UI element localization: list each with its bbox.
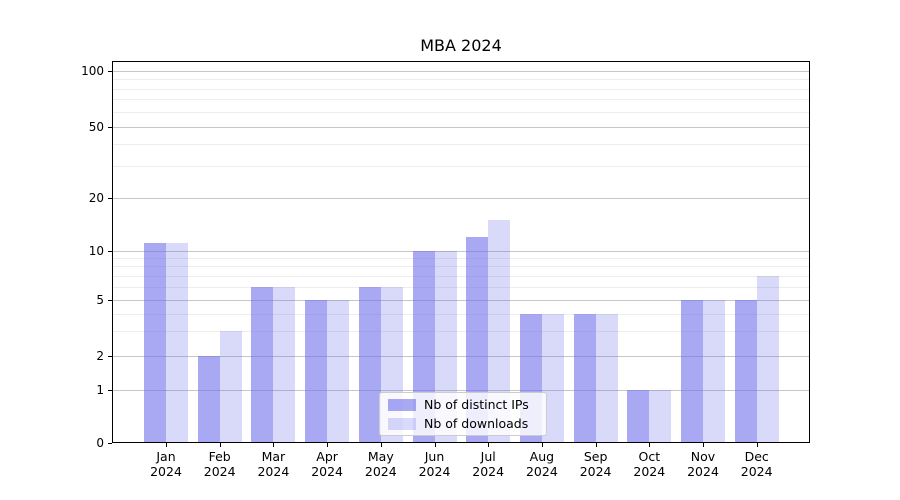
bar-ips-mar [251,286,274,443]
bar-ips-jul [466,236,489,443]
major-gridline-100 [113,70,809,72]
y-tick-50 [108,126,112,128]
bar-ips-sep [573,313,596,443]
legend-swatch-distinct-ips [388,398,416,411]
y-tick-label-2: 2 [96,349,104,363]
x-tick-label-jun: Jun 2024 [418,449,451,479]
x-tick-mar [273,443,275,447]
x-tick-apr [327,443,329,447]
legend: Nb of distinct IPs Nb of downloads [379,392,547,436]
x-tick-label-mar: Mar 2024 [257,449,290,479]
bar-downloads-dec [756,275,779,443]
bar-downloads-oct [649,390,672,443]
major-gridline-20 [113,198,809,199]
minor-gridline-7 [113,275,809,277]
y-tick-10 [108,250,112,252]
major-gridline-2 [113,356,809,357]
bar-downloads-aug [541,313,564,443]
minor-gridline-40 [113,143,809,145]
bar-downloads-sep [595,313,618,443]
minor-gridline-80 [113,88,809,90]
x-tick-label-oct: Oct 2024 [633,449,666,479]
minor-gridline-6 [113,286,809,288]
legend-swatch-downloads [388,417,416,430]
x-tick-label-may: May 2024 [364,449,397,479]
x-tick-feb [219,443,221,447]
minor-gridline-9 [113,258,809,260]
major-gridline-10 [113,250,809,252]
x-tick-oct [649,443,651,447]
y-tick-label-100: 100 [81,63,104,78]
legend-label-distinct-ips: Nb of distinct IPs [424,396,529,412]
y-tick-label-5: 5 [96,293,104,307]
bar-downloads-jan [166,243,188,443]
legend-label-downloads: Nb of downloads [424,415,529,431]
y-tick-label-10: 10 [88,243,104,258]
x-tick-jan [166,443,167,447]
x-tick-label-apr: Apr 2024 [311,449,343,479]
y-tick-5 [108,300,112,301]
y-tick-100 [108,70,112,72]
bar-ips-oct [627,390,650,443]
bar-ips-dec [734,300,757,443]
minor-gridline-4 [113,313,809,315]
x-tick-label-nov: Nov 2024 [687,449,719,479]
minor-gridline-30 [113,166,809,168]
bar-ips-may [358,286,381,443]
bar-downloads-mar [273,286,296,443]
bar-ips-feb [197,356,220,443]
x-tick-jun [434,443,436,447]
x-tick-may [380,443,382,447]
legend-item-downloads: Nb of downloads [388,415,538,431]
x-tick-aug [541,443,543,447]
x-tick-sep [595,443,597,447]
x-tick-label-sep: Sep 2024 [579,449,612,479]
minor-gridline-60 [113,111,809,113]
major-gridline-50 [113,126,809,128]
y-tick-label-50: 50 [88,119,104,134]
y-tick-0 [108,443,112,444]
x-tick-label-jan: Jan 2024 [150,449,182,479]
y-tick-label-1: 1 [96,383,104,397]
bar-ips-apr [305,300,328,443]
y-tick-20 [108,198,112,199]
y-tick-label-20: 20 [88,191,104,205]
y-tick-2 [108,356,112,357]
minor-gridline-3 [113,331,809,333]
x-tick-label-jul: Jul 2024 [472,449,505,479]
chart-title: MBA 2024 [420,36,502,55]
bar-downloads-feb [219,331,242,443]
x-tick-jul [488,443,490,447]
y-tick-label-0: 0 [96,436,104,450]
minor-gridline-8 [113,266,809,268]
x-tick-nov [703,443,704,447]
major-gridline-1 [113,390,809,391]
bar-downloads-jul [488,219,511,443]
x-tick-dec [756,443,758,447]
bar-downloads-nov [703,300,725,443]
minor-gridline-70 [113,99,809,101]
y-tick-1 [108,390,112,391]
x-tick-label-dec: Dec 2024 [740,449,773,479]
bar-ips-nov [681,300,703,443]
x-tick-label-feb: Feb 2024 [203,449,236,479]
x-tick-label-aug: Aug 2024 [525,449,558,479]
bar-downloads-apr [327,300,350,443]
major-gridline-5 [113,300,809,301]
legend-item-distinct-ips: Nb of distinct IPs [388,396,538,412]
bar-ips-jan [144,243,166,443]
minor-gridline-90 [113,79,809,80]
